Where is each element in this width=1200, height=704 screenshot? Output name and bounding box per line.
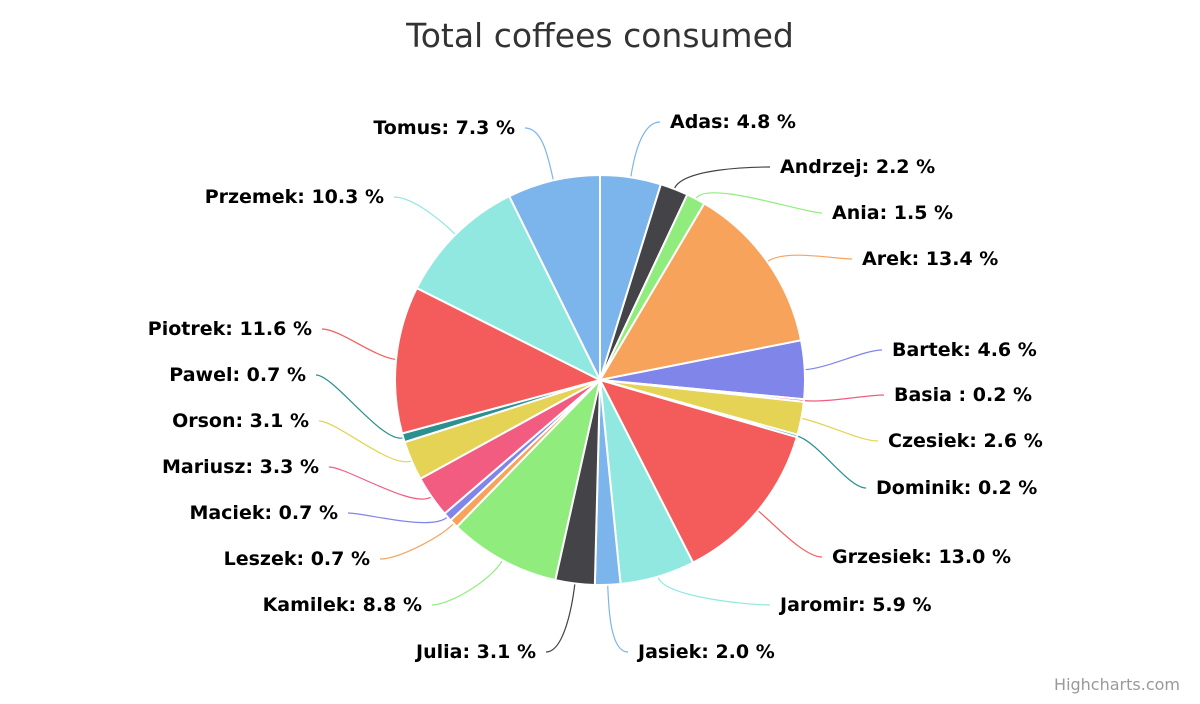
connector-line-ania [695, 192, 823, 214]
connector-line-adas [630, 121, 661, 178]
connector-line-tomus [524, 127, 554, 181]
connector-line-bartek [804, 349, 883, 371]
connector-lines [315, 121, 885, 653]
connector-line-jasiek [607, 584, 629, 653]
slice-label-basia: Basia : 0.2 % [894, 384, 1032, 406]
slice-label-pawel: Pawel: 0.7 % [169, 364, 306, 386]
slice-label-andrzej: Andrzej: 2.2 % [780, 156, 935, 178]
slice-label-tomus: Tomus: 7.3 % [373, 117, 515, 139]
slice-label-mariusz: Mariusz: 3.3 % [162, 456, 319, 478]
connector-line-maciek [347, 512, 448, 524]
slice-label-jasiek: Jasiek: 2.0 % [636, 641, 775, 663]
connector-line-basia [803, 394, 885, 402]
slice-label-ania: Ania: 1.5 % [832, 202, 953, 224]
slice-label-czesiek: Czesiek: 2.6 % [888, 430, 1043, 452]
slice-label-arek: Arek: 13.4 % [862, 248, 998, 270]
connector-line-dominik [797, 435, 867, 489]
slice-label-kamilek: Kamilek: 8.8 % [263, 594, 422, 616]
credits-link[interactable]: Highcharts.com [1054, 675, 1180, 694]
connector-line-kamilek [431, 560, 503, 606]
connector-line-julia [545, 583, 576, 653]
slice-label-maciek: Maciek: 0.7 % [189, 502, 338, 524]
connector-line-czesiek [801, 417, 879, 442]
connector-line-leszek [379, 523, 455, 560]
connector-line-grzesiek [757, 510, 823, 558]
pie-slice-kamilek[interactable] [455, 379, 601, 582]
connector-line-andrzej [673, 166, 771, 190]
slice-label-bartek: Bartek: 4.6 % [892, 339, 1037, 361]
connector-line-arek [766, 254, 853, 263]
pie-slice-przemek[interactable] [415, 195, 601, 381]
slice-label-adas: Adas: 4.8 % [670, 111, 796, 133]
slice-label-orson: Orson: 3.1 % [172, 410, 309, 432]
pie-slice-grzesiek[interactable] [599, 379, 798, 564]
connector-line-jaromir [657, 576, 771, 606]
pie-slices [394, 174, 806, 586]
slice-label-grzesiek: Grzesiek: 13.0 % [832, 546, 1011, 568]
chart-title: Total coffees consumed [405, 16, 794, 55]
pie-slice-arek[interactable] [599, 202, 803, 381]
slice-label-dominik: Dominik: 0.2 % [876, 477, 1037, 499]
slice-labels: Adas: 4.8 % Andrzej: 2.2 % Ania: 1.5 % Arek… [148, 111, 1043, 663]
slice-label-jaromir: Jaromir: 5.9 % [778, 594, 932, 616]
slice-label-piotrek: Piotrek: 11.6 % [148, 318, 312, 340]
pie-slice-tomus[interactable] [508, 174, 601, 381]
slice-label-leszek: Leszek: 0.7 % [224, 548, 370, 570]
connector-line-pawel [315, 374, 404, 439]
pie-slice-piotrek[interactable] [394, 287, 601, 435]
connector-line-piotrek [321, 328, 397, 360]
connector-line-przemek [393, 196, 456, 236]
connector-line-orson [318, 420, 412, 463]
connector-line-mariusz [328, 466, 432, 500]
slice-label-julia: Julia: 3.1 % [414, 641, 536, 663]
slice-label-przemek: Przemek: 10.3 % [205, 186, 384, 208]
